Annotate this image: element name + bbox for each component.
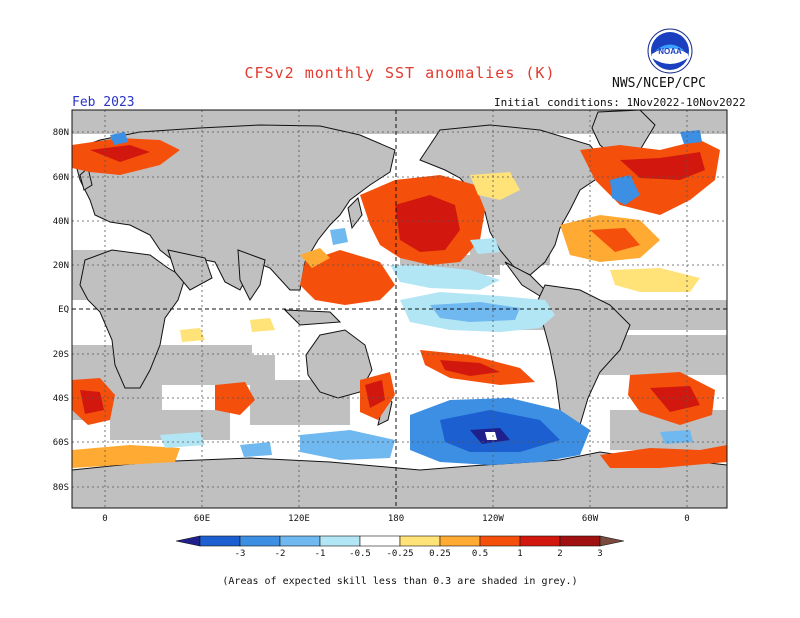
colorbar-swatch [279, 535, 321, 547]
noaa-logo: NOAA [647, 28, 693, 74]
initial-conditions: Initial conditions: 1Nov2022-10Nov2022 [494, 96, 746, 109]
lat-label: 40N [53, 217, 69, 227]
colorbar-low-arrow [175, 535, 201, 547]
lon-label: 0 [102, 514, 107, 524]
lat-label: 80N [53, 128, 69, 138]
colorbar-label: -1 [315, 549, 326, 559]
longitude-labels: 0 60E 120E 180 120W 60W 0 [102, 514, 689, 524]
continents [72, 110, 727, 508]
colorbar-swatch [479, 535, 521, 547]
lat-label: 20S [53, 350, 69, 360]
colorbar-label: -2 [275, 549, 286, 559]
colorbar-high-arrow [599, 535, 625, 547]
logo-text: NOAA [658, 47, 682, 56]
colorbar-label: -3 [235, 549, 246, 559]
lat-label: EQ [58, 305, 69, 315]
lat-label: 60S [53, 438, 69, 448]
colorbar-swatch [559, 535, 601, 547]
colorbar-label: 2 [557, 549, 562, 559]
lat-label: 20N [53, 261, 69, 271]
map-title: CFSv2 monthly SST anomalies (K) [244, 64, 556, 82]
colorbar-swatch [199, 535, 241, 547]
lat-label: 80S [53, 483, 69, 493]
colorbar-label: 0.5 [472, 549, 488, 559]
colorbar-label: 1 [517, 549, 522, 559]
colorbar-label: 3 [597, 549, 602, 559]
lon-label: 120E [288, 514, 310, 524]
lat-label: 60N [53, 173, 69, 183]
colorbar-swatch [399, 535, 441, 547]
forecast-month: Feb 2023 [72, 95, 135, 110]
lon-label: 60E [194, 514, 210, 524]
lon-label: 60W [582, 514, 599, 524]
latitude-labels: 80N 60N 40N 20N EQ 20S 40S 60S 80S [53, 128, 69, 493]
colorbar-swatch [519, 535, 561, 547]
lon-label: 120W [482, 514, 504, 524]
colorbar-label: -0.5 [349, 549, 371, 559]
colorbar-swatch [239, 535, 281, 547]
lon-label: 0 [684, 514, 689, 524]
cold-anomalies [110, 130, 702, 465]
colorbar-swatch [439, 535, 481, 547]
lon-label: 180 [388, 514, 404, 524]
lat-label: 40S [53, 394, 69, 404]
map-frame [71, 109, 728, 509]
grid-lines [72, 110, 727, 508]
skill-footnote: (Areas of expected skill less than 0.3 a… [222, 576, 578, 587]
colorbar: -3 -2 -1 -0.5 -0.25 0.25 0.5 1 2 3 [175, 535, 625, 559]
equator-dateline [72, 110, 727, 508]
colorbar-swatch [319, 535, 361, 547]
colorbar-swatch [359, 535, 401, 547]
colorbar-label: 0.25 [429, 549, 451, 559]
colorbar-label: -0.25 [386, 549, 413, 559]
organization-label: NWS/NCEP/CPC [612, 76, 706, 91]
